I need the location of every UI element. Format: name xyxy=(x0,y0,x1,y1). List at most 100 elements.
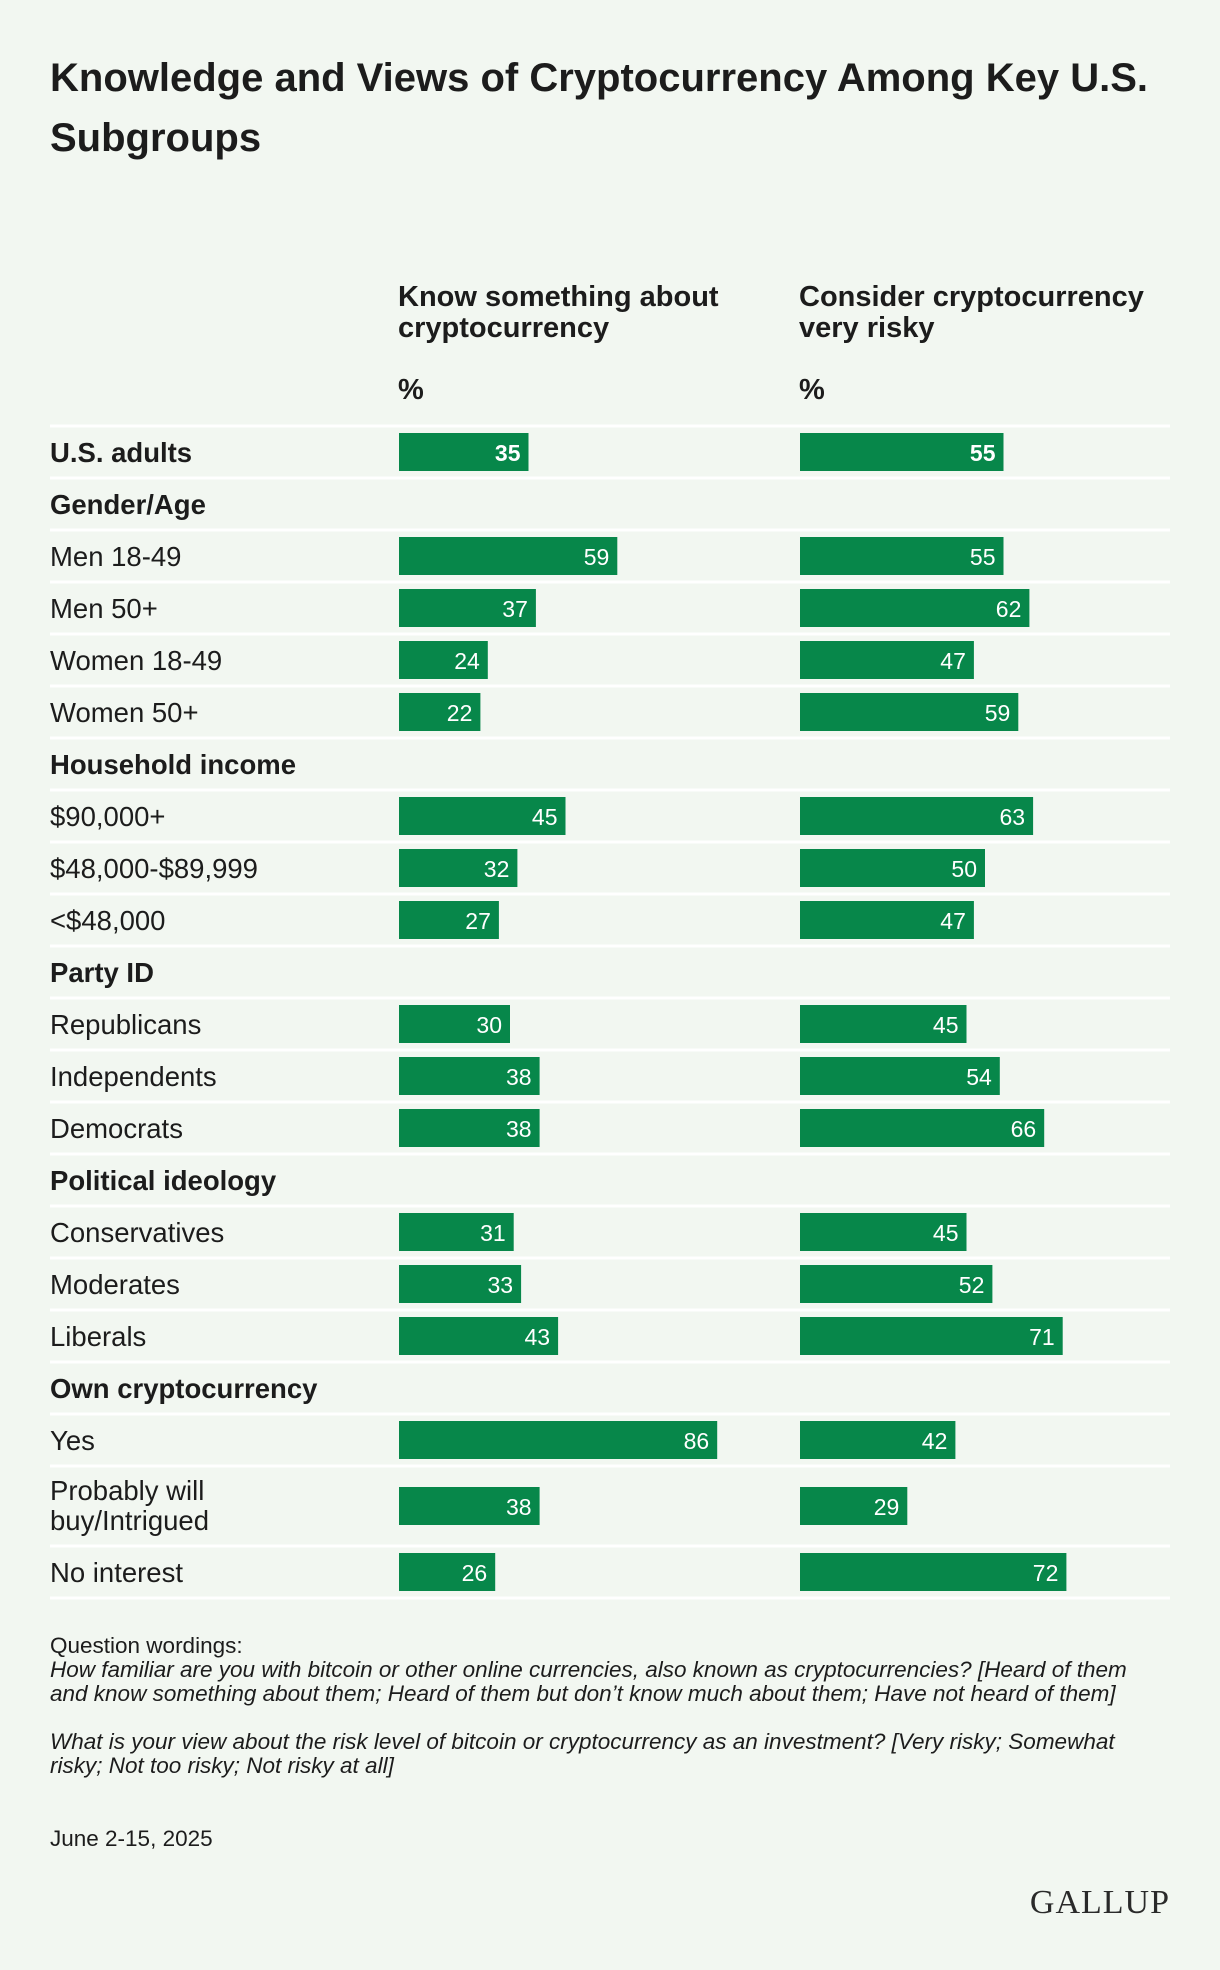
question-2: What is your view about the risk level o… xyxy=(50,1729,1115,1778)
bar-value-label: 43 xyxy=(525,1324,551,1350)
bar-value-label: 24 xyxy=(454,648,480,674)
bar-know xyxy=(399,1317,559,1355)
bar-value-label: 38 xyxy=(506,1116,532,1142)
bar-know xyxy=(399,1109,540,1147)
bar-know xyxy=(399,641,488,679)
bar-value-label: 26 xyxy=(462,1560,488,1586)
row-label: Independents xyxy=(50,1061,217,1092)
bar-know xyxy=(399,589,536,627)
bar-value-label: 29 xyxy=(874,1494,900,1520)
bar-value-label: 72 xyxy=(1033,1560,1059,1586)
row-label: Yes xyxy=(50,1425,95,1456)
row-label: $90,000+ xyxy=(50,801,165,832)
bar-know xyxy=(399,797,566,835)
bar-know xyxy=(399,1421,718,1459)
bar-value-label: 86 xyxy=(684,1428,710,1454)
notes-heading: Question wordings: xyxy=(50,1633,243,1658)
bar-value-label: 55 xyxy=(970,440,996,466)
row-label: Men 18-49 xyxy=(50,541,181,572)
bar-value-label: 38 xyxy=(506,1494,532,1520)
row-label: $48,000-$89,999 xyxy=(50,853,258,884)
row-label: Conservatives xyxy=(50,1217,224,1248)
bar-value-label: 45 xyxy=(933,1220,959,1246)
bar-know xyxy=(399,693,481,731)
bar-risky xyxy=(800,1005,967,1043)
bar-risky xyxy=(800,1057,1000,1095)
bar-value-label: 54 xyxy=(966,1064,992,1090)
bar-know xyxy=(399,537,618,575)
bar-value-label: 71 xyxy=(1029,1324,1055,1350)
bar-risky xyxy=(800,1553,1067,1591)
bar-value-label: 42 xyxy=(922,1428,948,1454)
row-label: Household income xyxy=(50,749,296,780)
row-label: Moderates xyxy=(50,1269,180,1300)
bar-risky xyxy=(800,901,974,939)
bar-value-label: 37 xyxy=(502,596,528,622)
row-label: Women 18-49 xyxy=(50,645,222,676)
row-label: Republicans xyxy=(50,1009,201,1040)
bar-know xyxy=(399,901,499,939)
bar-risky xyxy=(800,1213,967,1251)
bar-value-label: 33 xyxy=(488,1272,514,1298)
row-label: Gender/Age xyxy=(50,489,206,520)
row-label: Political ideology xyxy=(50,1165,277,1196)
row-label: No interest xyxy=(50,1557,183,1588)
bar-value-label: 50 xyxy=(951,856,977,882)
bar-value-label: 52 xyxy=(959,1272,985,1298)
bar-value-label: 32 xyxy=(484,856,510,882)
bar-value-label: 62 xyxy=(996,596,1022,622)
bar-value-label: 27 xyxy=(465,908,491,934)
bar-know xyxy=(399,1213,514,1251)
bar-value-label: 31 xyxy=(480,1220,506,1246)
question-1: How familiar are you with bitcoin or oth… xyxy=(50,1657,1127,1706)
bar-risky xyxy=(800,589,1030,627)
bar-risky xyxy=(800,1487,908,1525)
bar-know xyxy=(399,433,529,471)
bar-risky xyxy=(800,1317,1063,1355)
bar-value-label: 47 xyxy=(940,648,966,674)
bar-know xyxy=(399,1265,522,1303)
bar-risky xyxy=(800,1109,1045,1147)
bar-know xyxy=(399,1005,510,1043)
chart-title: Knowledge and Views of Cryptocurrency Am… xyxy=(50,56,1148,160)
row-label: Own cryptocurrency xyxy=(50,1373,318,1404)
bar-value-label: 38 xyxy=(506,1064,532,1090)
bar-value-label: 59 xyxy=(584,544,610,570)
bar-value-label: 66 xyxy=(1011,1116,1037,1142)
column-header-know: Know something about cryptocurrency xyxy=(398,281,719,344)
bar-know xyxy=(399,1553,496,1591)
bar-know xyxy=(399,849,518,887)
row-label: Probably will buy/Intrigued xyxy=(50,1475,209,1536)
column-unit-risky: % xyxy=(799,374,825,406)
row-label: Liberals xyxy=(50,1321,146,1352)
row-label: Men 50+ xyxy=(50,593,158,624)
bar-value-label: 35 xyxy=(495,440,521,466)
question-wordings: Question wordings: How familiar are you … xyxy=(50,1634,1170,1778)
bar-risky xyxy=(800,849,985,887)
bar-risky xyxy=(800,1265,993,1303)
bar-risky xyxy=(800,537,1004,575)
row-label: Democrats xyxy=(50,1113,183,1144)
bar-value-label: 45 xyxy=(532,804,558,830)
bar-value-label: 22 xyxy=(447,700,473,726)
column-unit-know: % xyxy=(398,374,424,406)
survey-date: June 2-15, 2025 xyxy=(50,1826,213,1851)
bar-risky xyxy=(800,797,1034,835)
bar-value-label: 59 xyxy=(985,700,1011,726)
bar-risky xyxy=(800,1421,956,1459)
row-label: Party ID xyxy=(50,957,154,988)
column-header-risky: Consider cryptocurrency very risky xyxy=(799,281,1144,344)
row-label: <$48,000 xyxy=(50,905,165,936)
bar-value-label: 45 xyxy=(933,1012,959,1038)
bar-know xyxy=(399,1057,540,1095)
bar-value-label: 63 xyxy=(1000,804,1026,830)
bar-risky xyxy=(800,693,1019,731)
bar-value-label: 30 xyxy=(476,1012,502,1038)
bar-know xyxy=(399,1487,540,1525)
bar-chart: U.S. adults 35 55 Gender/Age Men 18-49 59 55 Me… xyxy=(50,424,1170,1600)
row-label: Women 50+ xyxy=(50,697,199,728)
row-label: U.S. adults xyxy=(50,437,192,468)
gallup-logo: GALLUP xyxy=(1029,1884,1170,1921)
bar-risky xyxy=(800,641,974,679)
bar-risky xyxy=(800,433,1004,471)
